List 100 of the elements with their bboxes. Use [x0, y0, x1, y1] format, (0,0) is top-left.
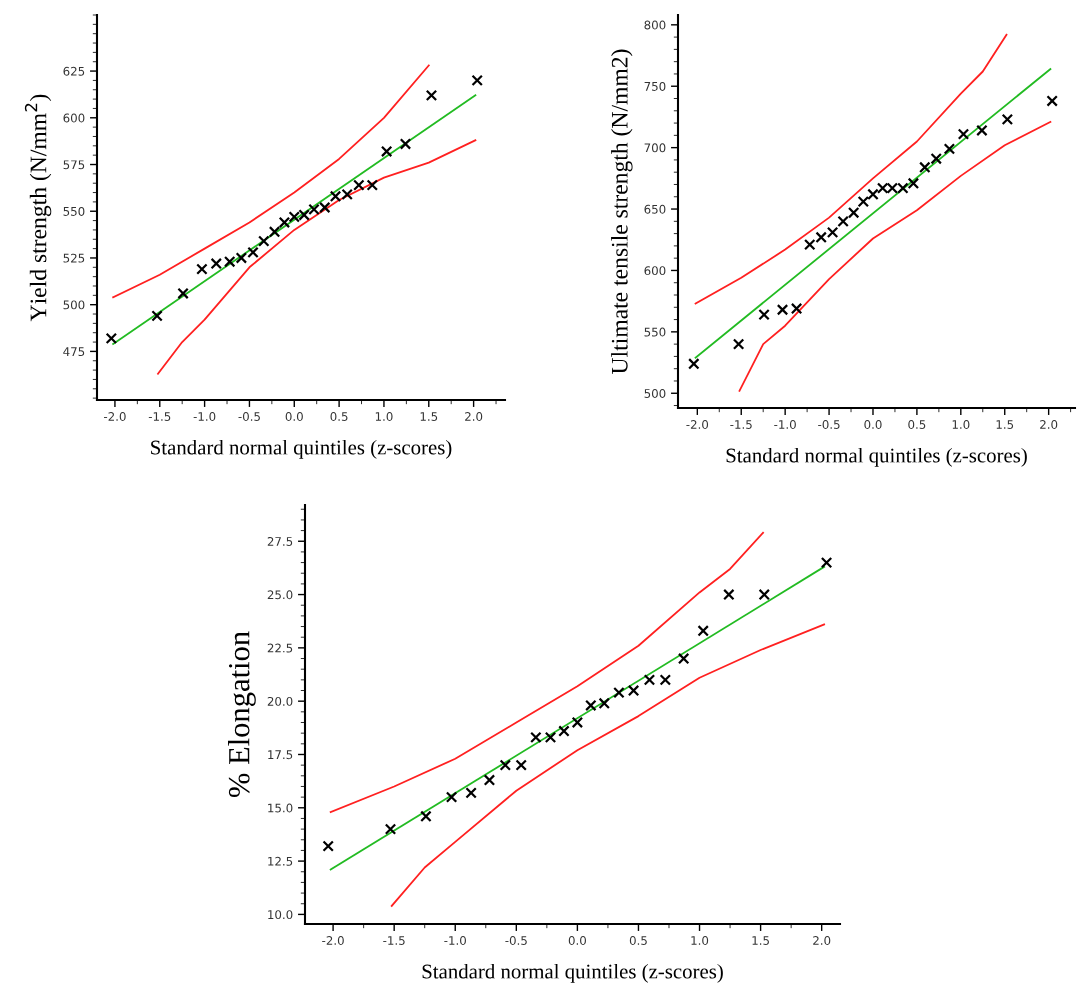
point: [515, 759, 527, 771]
y-tick-label: 550: [63, 206, 85, 216]
x-tick-label: 1.0: [952, 420, 970, 429]
point: [399, 138, 412, 150]
point: [380, 145, 393, 158]
x-tick-label: -1.5: [730, 420, 752, 429]
point: [499, 759, 512, 771]
point: [425, 89, 438, 102]
x-tick-label: 2.0: [465, 412, 483, 421]
y-tick-label: 475: [63, 347, 85, 357]
point: [732, 338, 745, 350]
x-tick-label: 2.0: [1040, 420, 1058, 429]
x-tick-label: -1.0: [444, 936, 466, 945]
point: [723, 588, 735, 601]
x-tick-label: 1.5: [752, 936, 769, 945]
point: [278, 216, 291, 229]
y-axis-title: Yield strength (N/mm$^{2}$): [24, 94, 52, 322]
y-tick-label: 600: [63, 113, 85, 123]
point: [235, 252, 248, 264]
x-tick-label: -2.0: [686, 420, 709, 429]
point: [943, 143, 956, 155]
y-tick-label: 600: [644, 266, 666, 276]
point: [659, 674, 672, 686]
line-series: [390, 623, 826, 907]
y-axis-title: % Elongation: [228, 631, 256, 798]
point: [558, 725, 570, 737]
x-tick-label: 0.5: [629, 936, 647, 945]
point: [585, 699, 597, 712]
x-tick-label: 0.5: [330, 412, 348, 421]
y-tick-label: 20.0: [267, 696, 293, 706]
point: [697, 625, 709, 637]
y-tick-label: 500: [63, 300, 85, 310]
line-series: [329, 531, 764, 813]
x-tick-label: -0.5: [818, 420, 840, 429]
point: [223, 255, 236, 268]
y-tick-label: 625: [63, 66, 85, 76]
point: [790, 302, 803, 315]
point: [613, 686, 625, 699]
y-tick-label: 500: [644, 388, 666, 398]
point: [258, 235, 270, 247]
y-tick-label: 525: [63, 253, 85, 263]
x-tick-label: 0.5: [908, 420, 926, 429]
x-tick-label: -1.0: [774, 420, 796, 429]
point: [196, 263, 208, 275]
point: [815, 231, 827, 244]
point: [471, 74, 483, 87]
point: [483, 774, 496, 786]
x-axis-title: Standard normal quintiles (z-scores): [151, 439, 452, 459]
x-tick-label: -1.5: [148, 412, 171, 421]
point: [930, 152, 942, 165]
point: [803, 238, 816, 251]
y-tick-label: 12.5: [268, 856, 293, 866]
point: [268, 226, 281, 238]
point: [571, 716, 584, 729]
point: [420, 810, 432, 823]
x-tick-label: -0.5: [238, 412, 260, 421]
y-tick-label: 650: [644, 204, 666, 214]
point: [677, 652, 690, 665]
y-tick-label: 22.5: [267, 643, 293, 653]
y-tick-label: 550: [644, 327, 666, 337]
point: [688, 358, 700, 370]
point: [826, 226, 839, 239]
x-tick-label: -1.5: [383, 936, 405, 945]
x-tick-label: -1.0: [193, 412, 216, 421]
line-series: [694, 33, 1008, 305]
point: [598, 697, 611, 710]
point: [758, 308, 770, 321]
point: [847, 206, 860, 219]
point: [105, 332, 118, 345]
point: [1001, 113, 1014, 126]
y-tick-label: 15.0: [268, 803, 293, 813]
point: [957, 128, 970, 140]
x-tick-label: 1.0: [691, 936, 709, 945]
x-tick-label: -2.0: [103, 412, 126, 421]
x-tick-label: 0.0: [864, 420, 882, 429]
point: [247, 246, 259, 259]
x-tick-label: 1.5: [420, 412, 438, 421]
x-tick-label: 0.0: [568, 936, 586, 945]
x-tick-label: 1.0: [375, 412, 393, 421]
point: [919, 161, 931, 174]
point: [820, 556, 833, 569]
point: [976, 124, 988, 137]
x-axis-title: Standard normal quintiles (z-scores): [422, 963, 723, 983]
point: [530, 731, 542, 744]
point: [643, 674, 656, 686]
point: [867, 188, 879, 201]
point: [151, 310, 163, 322]
x-tick-label: -0.5: [505, 936, 527, 945]
point: [210, 257, 223, 270]
point: [857, 195, 870, 208]
point: [445, 791, 458, 803]
point: [322, 840, 334, 852]
line-series: [112, 64, 430, 299]
line-series: [157, 139, 477, 375]
point: [465, 787, 477, 799]
point: [177, 287, 189, 300]
point: [837, 215, 849, 228]
x-tick-label: 1.5: [996, 420, 1014, 429]
x-axis-title: Standard normal quintiles (z-scores): [726, 447, 1027, 467]
x-tick-label: -2.0: [322, 936, 344, 945]
